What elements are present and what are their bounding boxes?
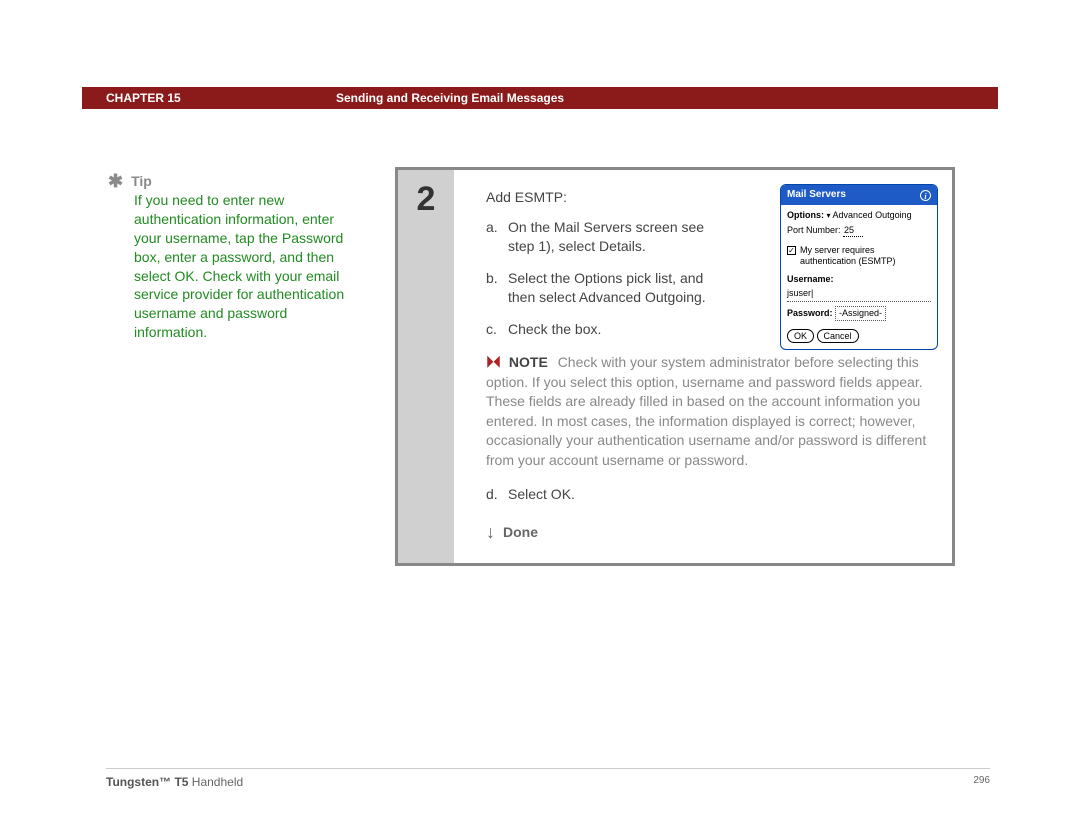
password-row: Password: -Assigned- (787, 306, 931, 321)
substep-letter: d. (486, 485, 508, 505)
instruction-panel: 2 Mail Servers i Options: ▾ Advanced Out… (395, 167, 955, 566)
port-input[interactable]: 25 (843, 224, 863, 238)
esmtp-checkbox-label: My server requires authentication (ESMTP… (800, 245, 931, 267)
substep-text: Check the box. (508, 320, 601, 340)
info-icon[interactable]: i (920, 190, 931, 201)
cancel-button[interactable]: Cancel (817, 329, 859, 343)
note-icon: ⏵⏴ (486, 352, 501, 373)
tip-sidebar: ✱ Tip If you need to enter new authentic… (108, 173, 348, 342)
product-rest: Handheld (188, 775, 243, 789)
chapter-title: Sending and Receiving Email Messages (336, 91, 564, 105)
page-footer: Tungsten™ T5 Handheld 296 (106, 768, 990, 789)
done-label: Done (503, 523, 538, 543)
port-row: Port Number: 25 (787, 224, 931, 238)
username-input[interactable]: jsuser| (787, 287, 931, 302)
step-sublist: a. On the Mail Servers screen see step 1… (486, 218, 726, 340)
substep-c: c. Check the box. (486, 320, 726, 340)
done-arrow-icon: ↓ (486, 520, 495, 545)
options-row: Options: ▾ Advanced Outgoing (787, 209, 931, 222)
substep-text: Select the Options pick list, and then s… (508, 269, 726, 308)
substep-b: b. Select the Options pick list, and the… (486, 269, 726, 308)
done-row: ↓ Done (486, 520, 930, 545)
substep-letter: b. (486, 269, 508, 308)
palm-title: Mail Servers (787, 188, 846, 202)
esmtp-checkbox[interactable]: ✓ (787, 246, 796, 255)
note-block: ⏵⏴ NOTE Check with your system administr… (486, 352, 930, 471)
tip-body: If you need to enter new authentication … (134, 191, 348, 342)
palm-dialog: Mail Servers i Options: ▾ Advanced Outgo… (780, 184, 938, 350)
esmtp-checkbox-row: ✓ My server requires authentication (ESM… (787, 245, 931, 267)
cursor-icon: | (811, 288, 813, 298)
chapter-number: CHAPTER 15 (106, 91, 306, 105)
substep-d: d. Select OK. (486, 485, 930, 505)
palm-body: Options: ▾ Advanced Outgoing Port Number… (781, 205, 937, 349)
palm-titlebar: Mail Servers i (781, 185, 937, 205)
step-number-column: 2 (398, 170, 454, 563)
substep-letter: a. (486, 218, 508, 257)
substep-letter: c. (486, 320, 508, 340)
substep-text: Select OK. (508, 485, 575, 505)
dropdown-icon[interactable]: ▾ (827, 210, 831, 221)
panel-content: Mail Servers i Options: ▾ Advanced Outgo… (454, 170, 952, 563)
substep-text: On the Mail Servers screen see step 1), … (508, 218, 726, 257)
password-label: Password: (787, 308, 833, 318)
tip-heading: ✱ Tip (108, 173, 348, 189)
palm-button-row: OK Cancel (787, 329, 931, 343)
product-name: Tungsten™ T5 Handheld (106, 775, 243, 789)
username-label: Username: (787, 273, 931, 286)
product-bold: Tungsten™ T5 (106, 775, 188, 789)
options-value: Advanced Outgoing (833, 210, 912, 220)
substep-a: a. On the Mail Servers screen see step 1… (486, 218, 726, 257)
page-number: 296 (973, 775, 990, 789)
tip-label: Tip (131, 173, 152, 189)
note-label: NOTE (509, 354, 548, 370)
password-box[interactable]: -Assigned- (835, 306, 886, 321)
ok-button[interactable]: OK (787, 329, 814, 343)
chapter-header: CHAPTER 15 Sending and Receiving Email M… (82, 87, 998, 109)
note-text: Check with your system administrator bef… (486, 354, 926, 468)
step-number: 2 (398, 180, 454, 219)
options-label: Options: (787, 210, 824, 220)
asterisk-icon: ✱ (108, 174, 123, 188)
port-label: Port Number: (787, 225, 841, 235)
username-value: jsuser (787, 288, 811, 298)
